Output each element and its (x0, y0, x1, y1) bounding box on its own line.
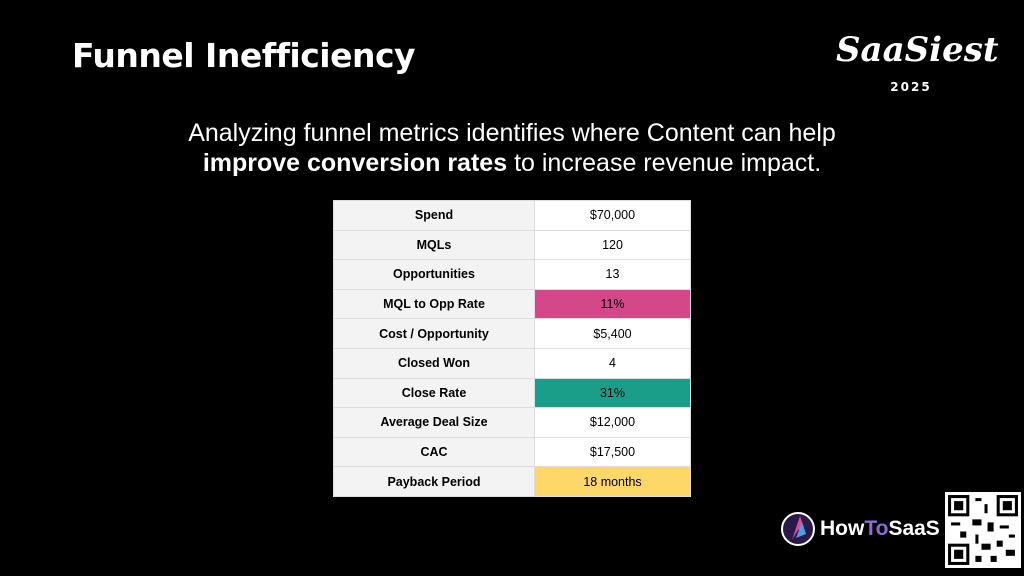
logo-year: 2025 (890, 80, 932, 94)
logo-name: SaaSiest (836, 30, 999, 70)
metric-value: 31% (534, 377, 691, 409)
subtitle-line: Analyzing funnel metrics identifies wher… (188, 119, 836, 147)
subtitle-line: to increase revenue impact. (514, 149, 822, 177)
metric-label: Payback Period (333, 466, 535, 497)
metric-value: 13 (534, 259, 691, 290)
slide-title: Funnel Inefficiency (72, 36, 416, 75)
brand-text: To (864, 517, 889, 540)
table-row: Opportunities 13 (333, 259, 691, 290)
metric-value: 18 months (534, 466, 691, 497)
table-row: Payback Period 18 months (333, 466, 691, 497)
metric-label: CAC (333, 436, 535, 468)
subtitle-emphasis: improve conversion rates (202, 149, 508, 177)
metric-value: $5,400 (534, 318, 691, 349)
brand-icon (781, 512, 815, 546)
metric-label: Average Deal Size (333, 407, 535, 438)
metric-label: Opportunities (333, 259, 535, 290)
table-row: Closed Won 4 (333, 347, 691, 379)
table-row: Spend $70,000 (333, 200, 691, 231)
metric-value: $70,000 (534, 200, 691, 231)
metric-label: MQL to Opp Rate (333, 288, 535, 320)
metrics-table: Spend $70,000 MQLs 120 Opportunities 13 MQL to… (333, 200, 691, 497)
metric-label: MQLs (333, 229, 535, 261)
subtitle: Analyzing funnel metrics identifies wher… (0, 118, 1024, 178)
table-row: Close Rate 31% (333, 377, 691, 409)
metric-label: Closed Won (333, 347, 535, 379)
metric-value: 120 (534, 229, 691, 261)
metric-label: Spend (333, 200, 535, 231)
brand-text: SaaS (888, 517, 940, 540)
metric-label: Close Rate (333, 377, 535, 409)
metric-value: 4 (534, 347, 691, 379)
qr-code (945, 492, 1021, 568)
table-row: Cost / Opportunity $5,400 (333, 318, 691, 349)
metric-label: Cost / Opportunity (333, 318, 535, 349)
brand-text: How (820, 517, 865, 540)
table-row: CAC $17,500 (333, 436, 691, 468)
table-row: MQLs 120 (333, 229, 691, 261)
brand-logo: How To SaaS (780, 508, 940, 550)
table-row: Average Deal Size $12,000 (333, 407, 691, 438)
metric-value: $17,500 (534, 436, 691, 468)
table-row: MQL to Opp Rate 11% (333, 288, 691, 320)
metric-value: 11% (534, 288, 691, 320)
metric-value: $12,000 (534, 407, 691, 438)
